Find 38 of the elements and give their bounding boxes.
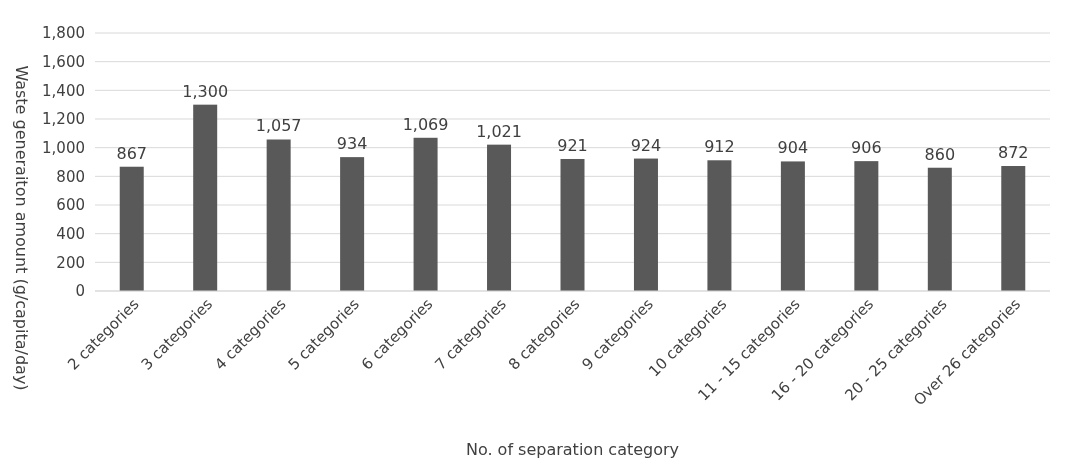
data-label: 1,021 <box>476 121 522 141</box>
data-label: 1,069 <box>402 114 449 134</box>
bar <box>927 167 952 291</box>
bar <box>340 157 365 291</box>
bar <box>780 161 805 291</box>
data-label: 860 <box>924 144 956 164</box>
data-label: 904 <box>777 138 809 158</box>
bar <box>1001 166 1026 291</box>
y-tick-label: 1,800 <box>42 24 85 43</box>
y-tick-label: 600 <box>56 196 85 215</box>
data-label: 921 <box>557 135 588 155</box>
y-tick-label: 1,400 <box>42 81 85 100</box>
y-tick-label: 1,200 <box>42 110 85 129</box>
y-tick-label: 400 <box>56 224 85 243</box>
data-label: 924 <box>630 135 662 155</box>
bar <box>487 144 512 291</box>
bar <box>266 139 291 291</box>
data-label: 934 <box>336 134 368 154</box>
bar <box>193 104 218 291</box>
x-axis-title: No. of separation category <box>465 440 680 459</box>
data-label: 867 <box>116 143 147 163</box>
data-label: 1,300 <box>182 81 229 101</box>
bar <box>707 160 732 291</box>
data-label: 912 <box>704 137 735 157</box>
y-tick-label: 0 <box>75 282 85 301</box>
data-label: 906 <box>851 138 882 158</box>
bar <box>633 158 658 291</box>
y-tick-label: 1,600 <box>42 52 85 71</box>
bar <box>854 161 879 291</box>
data-label: 872 <box>998 143 1029 163</box>
y-tick-label: 800 <box>56 167 85 186</box>
bar <box>560 158 585 291</box>
data-label: 1,057 <box>255 116 302 136</box>
y-tick-label: 1,000 <box>42 138 85 157</box>
bar <box>413 137 438 291</box>
y-tick-label: 200 <box>56 253 85 272</box>
y-axis-title: Waste generaiton amount (g/capita/day) <box>12 65 31 391</box>
bar <box>119 166 144 291</box>
